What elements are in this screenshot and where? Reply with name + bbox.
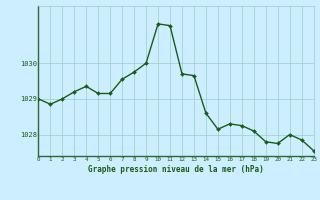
X-axis label: Graphe pression niveau de la mer (hPa): Graphe pression niveau de la mer (hPa) — [88, 165, 264, 174]
